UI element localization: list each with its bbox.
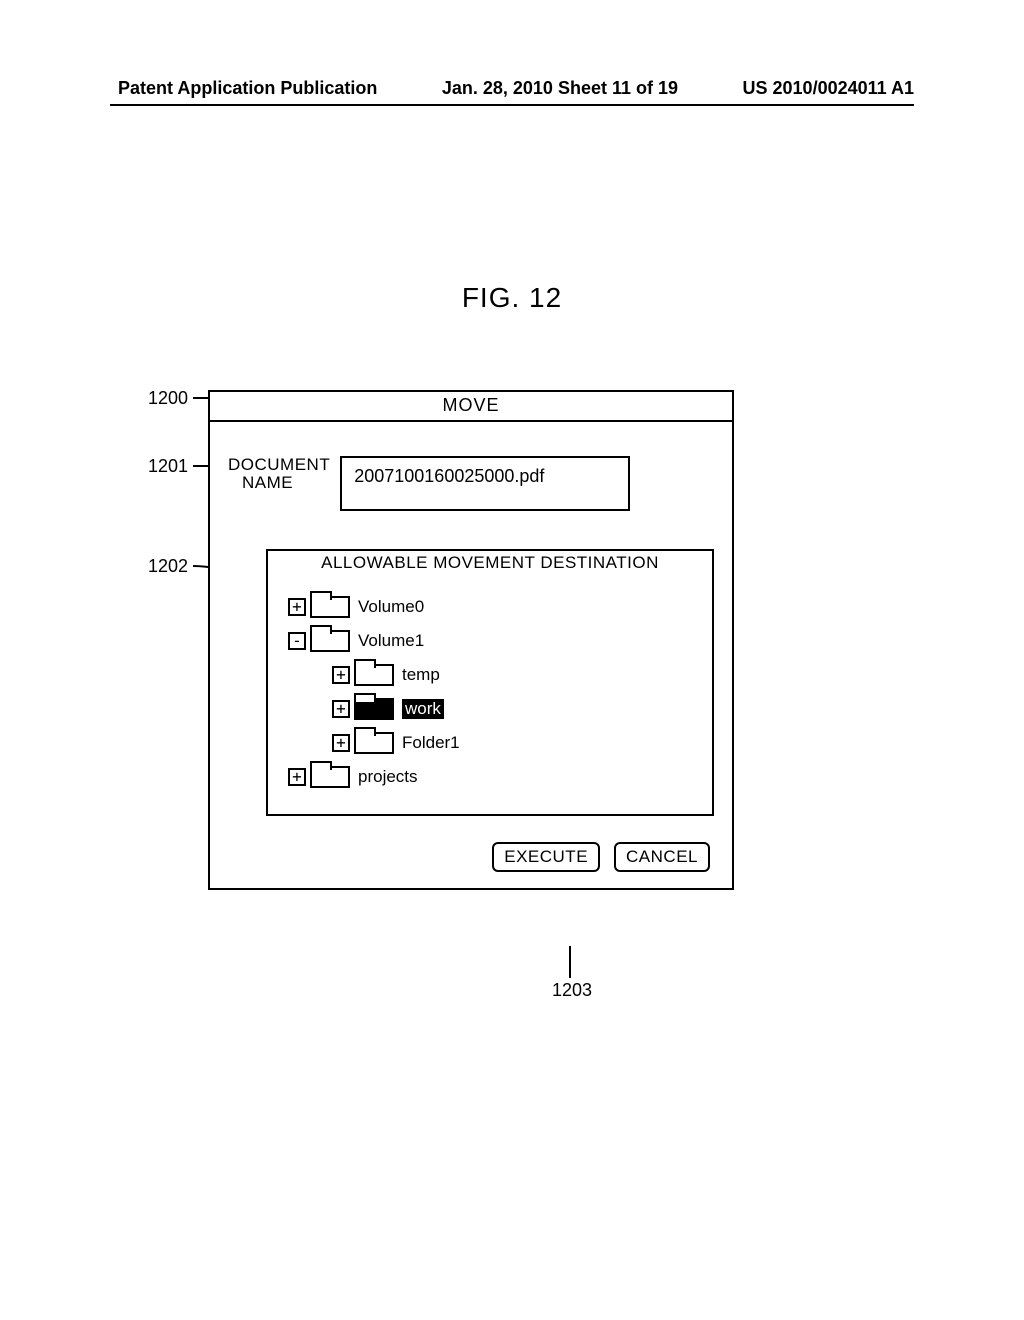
ref-1202: 1202 [148,556,188,577]
tree-item-label: projects [358,767,418,787]
tree-item-projects[interactable]: + projects [288,766,700,788]
destination-tree-panel: ALLOWABLE MOVEMENT DESTINATION + Volume0 -… [266,549,714,816]
figure-title: FIG. 12 [0,282,1024,314]
ref-1203: 1203 [552,980,592,1001]
document-name-field[interactable]: 2007100160025000.pdf [340,456,630,511]
dialog-title: MOVE [210,392,732,422]
document-name-label: DOCUMENT NAME [228,456,340,492]
dialog-button-row: EXECUTE CANCEL [210,832,732,888]
ref-1200: 1200 [148,388,188,409]
document-name-row: DOCUMENT NAME 2007100160025000.pdf [210,422,732,521]
tree-item-volume0[interactable]: + Volume0 [288,596,700,618]
destination-tree[interactable]: + Volume0 - Volume1 + temp + work + Folder1 + proje… [268,576,712,814]
folder-icon [310,596,350,618]
destination-tree-header: ALLOWABLE MOVEMENT DESTINATION [268,551,712,576]
tree-item-label: work [402,699,444,719]
tree-item-work[interactable]: + work [332,698,700,720]
folder-icon [354,664,394,686]
tree-item-label: Volume1 [358,631,424,651]
tree-item-volume1[interactable]: - Volume1 [288,630,700,652]
expand-icon[interactable]: + [332,666,350,684]
collapse-icon[interactable]: - [288,632,306,650]
tree-item-label: Folder1 [402,733,460,753]
folder-icon [310,630,350,652]
expand-icon[interactable]: + [288,598,306,616]
ref-1201: 1201 [148,456,188,477]
header-center: Jan. 28, 2010 Sheet 11 of 19 [442,78,678,99]
document-name-label-line2: NAME [228,473,293,492]
expand-icon[interactable]: + [332,700,350,718]
document-name-label-line1: DOCUMENT [228,455,330,474]
move-dialog: MOVE DOCUMENT NAME 2007100160025000.pdf … [208,390,734,890]
tree-item-temp[interactable]: + temp [332,664,700,686]
header-rule [110,104,914,106]
tree-item-label: Volume0 [358,597,424,617]
expand-icon[interactable]: + [332,734,350,752]
execute-button[interactable]: EXECUTE [492,842,600,872]
folder-icon [354,698,394,720]
header-right: US 2010/0024011 A1 [743,78,914,99]
tree-item-label: temp [402,665,440,685]
expand-icon[interactable]: + [288,768,306,786]
header-left: Patent Application Publication [118,78,377,99]
tree-item-folder1[interactable]: + Folder1 [332,732,700,754]
folder-icon [354,732,394,754]
folder-icon [310,766,350,788]
cancel-button[interactable]: CANCEL [614,842,710,872]
